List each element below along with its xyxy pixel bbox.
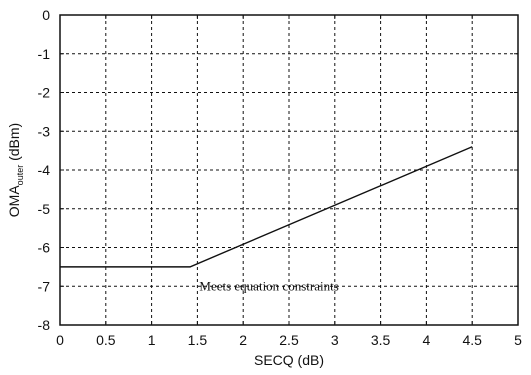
series-layer bbox=[60, 146, 473, 268]
x-tick-label: 2.5 bbox=[279, 332, 299, 348]
y-tick-label: -7 bbox=[38, 278, 51, 294]
y-tick-label: -6 bbox=[38, 240, 51, 256]
annotation-label: Meets equation constraints bbox=[199, 278, 338, 293]
x-tick-label: 4.5 bbox=[462, 332, 482, 348]
grid bbox=[59, 14, 519, 326]
x-tick-label: 1.5 bbox=[188, 332, 208, 348]
plot-frame bbox=[59, 14, 519, 326]
y-axis-title-subscript: outer bbox=[15, 165, 25, 186]
y-tick-label: -8 bbox=[38, 317, 51, 333]
x-tick-label: 4 bbox=[423, 332, 431, 348]
y-tick-label: -1 bbox=[38, 46, 51, 62]
y-tick-labels: 0 -1 -2 -3 -4 -5 -6 -7 -8 bbox=[38, 7, 51, 333]
x-tick-label: 0 bbox=[56, 332, 64, 348]
y-tick-label: 0 bbox=[42, 7, 50, 23]
x-tick-label: 3 bbox=[331, 332, 339, 348]
x-tick-label: 3.5 bbox=[371, 332, 391, 348]
annotations: Meets equation constraints bbox=[199, 278, 338, 293]
y-tick-label: -5 bbox=[38, 201, 51, 217]
x-tick-label: 1 bbox=[148, 332, 156, 348]
x-axis-title: SECQ (dB) bbox=[254, 352, 324, 368]
y-tick-label: -3 bbox=[38, 123, 51, 139]
x-tick-label: 5 bbox=[514, 332, 522, 348]
y-tick-label: -4 bbox=[38, 162, 51, 178]
y-axis-title: OMAouter (dBm) bbox=[6, 123, 25, 217]
x-tick-labels: 0 0.5 1 1.5 2 2.5 3 3.5 4 4.5 5 bbox=[56, 332, 522, 348]
x-tick-label: 2 bbox=[239, 332, 247, 348]
y-axis-title-unit: (dBm) bbox=[6, 123, 22, 165]
series-line bbox=[60, 146, 473, 268]
x-tick-label: 0.5 bbox=[96, 332, 116, 348]
y-axis-title-main: OMA bbox=[6, 185, 22, 218]
y-tick-label: -2 bbox=[38, 85, 51, 101]
